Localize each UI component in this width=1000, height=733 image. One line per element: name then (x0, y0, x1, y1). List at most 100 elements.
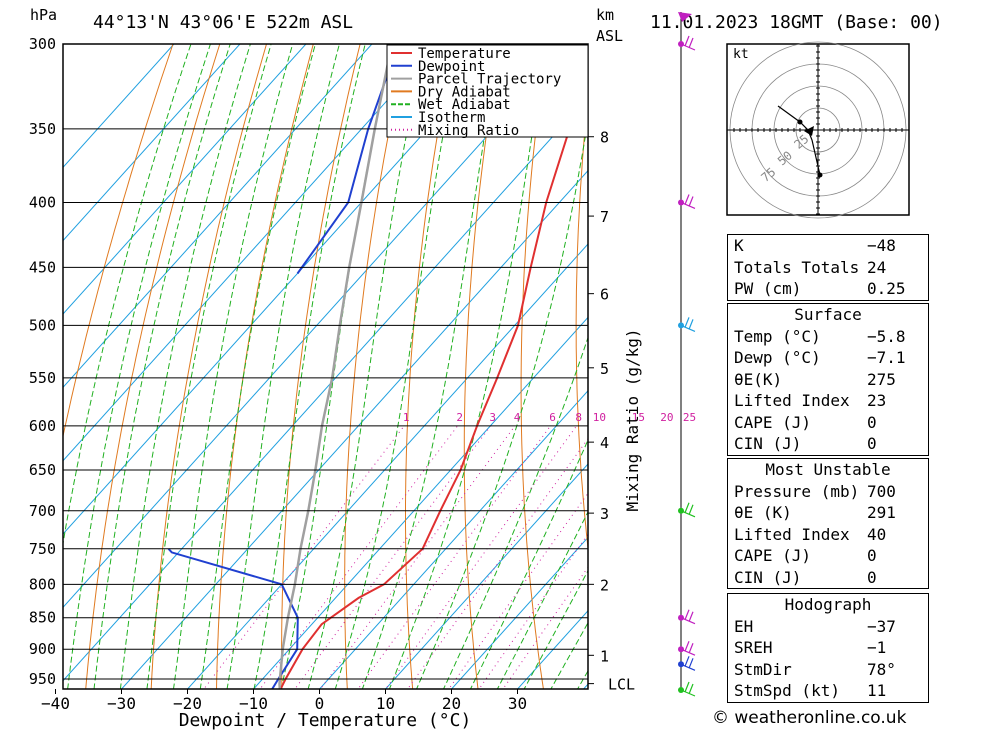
isotherm-line (252, 316, 588, 689)
row-label: K (734, 236, 744, 255)
isotherm-line (186, 243, 588, 689)
row-value: 0 (867, 412, 877, 432)
row-label: SREH (734, 638, 773, 657)
temperature-tick-label: 0 (315, 694, 325, 713)
mixing-ratio-label: 10 (593, 411, 606, 424)
height-tick-label: 3 (600, 505, 609, 523)
temperature-tick-label: 20 (442, 694, 461, 713)
wet-adiabat-line (253, 44, 366, 689)
dry-adiabat-line (85, 44, 221, 689)
hodograph-point (817, 172, 823, 178)
mixing-ratio-label: 20 (660, 411, 673, 424)
wet-adiabat-line (146, 44, 272, 689)
table-row: Totals Totals 24 (728, 257, 928, 279)
wet-adiabat-line (307, 44, 426, 689)
isotherm-line (63, 44, 175, 169)
row-label: StmDir (734, 659, 792, 679)
mixing-ratio-label: 15 (632, 411, 645, 424)
height-tick-label: 8 (600, 129, 609, 147)
table-row: SREH −1 (728, 637, 928, 659)
dewpoint-upper--line (296, 44, 400, 275)
isotherm-line (63, 44, 571, 609)
row-value: 0.25 (867, 279, 906, 298)
hpa-label: hPa (30, 6, 57, 24)
row-value: 78° (867, 659, 896, 679)
wind-barb (680, 502, 696, 518)
wind-barb (680, 317, 696, 332)
legend-label: Wet Adiabat (418, 97, 511, 113)
wet-adiabat-line (119, 44, 251, 689)
dry-adiabat-line (921, 25, 1000, 707)
pressure-tick-label: 750 (29, 540, 56, 558)
isotherm-line (450, 536, 588, 689)
pressure-tick-label: 350 (29, 120, 56, 138)
table-row: K −48 (728, 235, 928, 257)
row-value: 291 (867, 503, 896, 522)
wind-top-flag (678, 12, 692, 22)
table-title: Most Unstable (765, 460, 891, 479)
mixing-ratio-line (259, 425, 459, 689)
wind-barb (680, 681, 696, 697)
wet-adiabat-line (67, 44, 211, 689)
pressure-tick-label: 550 (29, 369, 56, 387)
wind-barb (680, 640, 696, 656)
table-row: CAPE (J) 0 (728, 545, 928, 567)
row-label: CIN (J) (734, 567, 802, 587)
wet-adiabat-line (416, 117, 588, 689)
temperature-tick-label: −40 (41, 694, 70, 713)
dry-adiabat-line (520, 44, 548, 689)
mixing-ratio-line (357, 425, 551, 689)
table-row: Lifted Index 40 (728, 524, 928, 546)
lcl-label: LCL (608, 676, 635, 694)
mixing-ratio-line (406, 437, 588, 689)
axes: 1 2 3 4 6 8 10 15 20 2530035040045050055060065070… (29, 35, 696, 713)
pressure-tick-label: 500 (29, 316, 56, 334)
row-label: Lifted Index (734, 391, 850, 410)
legend-label: Isotherm (418, 110, 485, 126)
row-value: 275 (867, 369, 896, 389)
height-tick-label: 1 (600, 647, 609, 665)
height-tick-label: 4 (600, 434, 609, 452)
credit-text: © weatheronline.co.uk (712, 708, 907, 728)
row-label: StmSpd (kt) (734, 681, 840, 700)
row-value: −37 (867, 616, 896, 636)
table-row: Lifted Index 23 (728, 390, 928, 412)
row-value: −48 (867, 236, 896, 255)
pressure-tick-label: 400 (29, 193, 56, 211)
row-label: CAPE (J) (734, 412, 812, 432)
parcel-trajectory-line (278, 44, 394, 689)
table-row: CIN (J) 0 (728, 567, 928, 589)
row-value: −1 (867, 638, 887, 657)
row-label: CIN (J) (734, 434, 802, 453)
pressure-tick-label: 800 (29, 575, 56, 593)
row-value: 0 (867, 567, 877, 587)
mixing-ratio-label: 4 (514, 411, 521, 424)
location-title: 44°13'N 43°06'E 522m ASL (93, 12, 353, 33)
row-label: PW (cm) (734, 279, 802, 298)
indices-table: K −48 Totals Totals 24 PW (cm) 0.25 (727, 234, 929, 301)
km-label: km (596, 6, 614, 24)
table-title: Hodograph (784, 595, 872, 614)
table-row: Pressure (mb) 700 (728, 481, 928, 503)
row-label: Temp (°C) (734, 326, 821, 346)
wet-adiabat-line (93, 44, 231, 689)
row-label: Pressure (mb) (734, 481, 860, 501)
surface-table: Surface Temp (°C) −5.8 Dewp (°C) −7.1 θE(K) 27… (727, 303, 929, 456)
legend-label: Dry Adiabat (418, 84, 511, 100)
isotherm-line (63, 44, 439, 462)
pressure-tick-label: 850 (29, 609, 56, 627)
isotherm-line (63, 96, 588, 682)
most-unstable-table: Most Unstable Pressure (mb) 700 θE (K) 291 Li… (727, 458, 929, 589)
wind-barb (680, 35, 696, 51)
row-value: 0 (867, 546, 877, 565)
row-label: Lifted Index (734, 524, 850, 544)
table-row: StmSpd (kt) 11 (728, 680, 928, 702)
mixing-ratio-line (502, 566, 588, 689)
dry-adiabat-line (967, 25, 1000, 707)
temperature-tick-label: 10 (376, 694, 395, 713)
wet-adiabat-line (280, 44, 395, 689)
row-value: 24 (867, 257, 887, 277)
wet-adiabat-line (469, 438, 588, 689)
